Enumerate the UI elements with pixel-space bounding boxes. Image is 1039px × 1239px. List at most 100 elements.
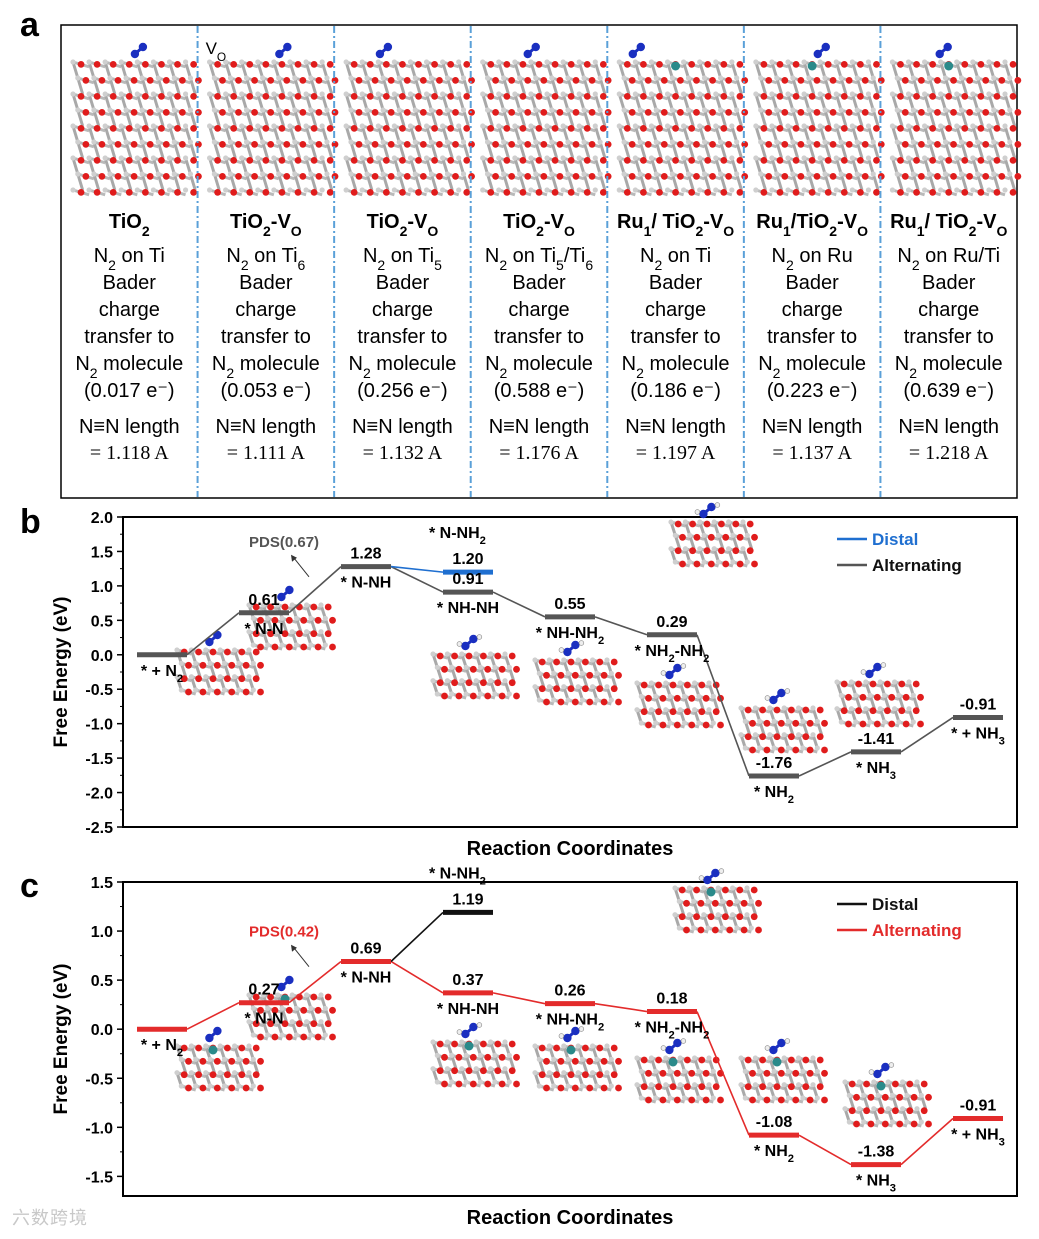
crystal-structure-7 [889, 42, 1022, 197]
pds-label: PDS(0.67) [249, 534, 319, 551]
crystal-structure-1 [70, 42, 202, 197]
energy-value-label: -1.41 [858, 731, 895, 748]
bader-text: charge [782, 299, 843, 321]
energy-value-label: -1.76 [756, 755, 793, 772]
state-name: * NH2 [754, 1143, 794, 1165]
structure-title: TiO2-VO [230, 211, 302, 239]
pds-arrowhead [291, 944, 297, 952]
alternating-connector [798, 751, 852, 777]
alternating-connector [390, 960, 444, 994]
energy-value-label: 0.91 [452, 571, 483, 588]
charge-value: (0.186 e⁻) [630, 380, 721, 402]
state-name: * + NH3 [951, 1126, 1005, 1148]
distal-state-name: * N-NH2 [429, 525, 486, 547]
energy-value-label: 0.26 [554, 983, 585, 1000]
pds-label: PDS(0.42) [249, 924, 319, 941]
intermediate-structure [834, 662, 924, 728]
intermediate-structure [532, 1026, 622, 1092]
alternating-connector [288, 566, 342, 614]
distal-connector [390, 911, 444, 963]
bader-text: Bader [376, 272, 430, 294]
charge-value: (0.588 e⁻) [494, 380, 585, 402]
bond-length-value: = 1.176 A [499, 442, 579, 464]
state-name: * NH2 [754, 784, 794, 806]
bader-text: transfer to [494, 326, 584, 348]
bader-text: transfer to [631, 326, 721, 348]
molecule-text: N2 molecule [348, 353, 456, 381]
bond-length-label: N≡N length [216, 416, 317, 438]
alternating-connector [492, 992, 546, 1005]
energy-value-label: 0.29 [656, 614, 687, 631]
panel-b-letter: b [20, 503, 41, 541]
watermark: 六数跨境 [12, 1208, 88, 1229]
distal-connector [390, 565, 444, 573]
intermediate-structure [430, 1022, 520, 1088]
bader-text: charge [235, 299, 296, 321]
distal-state-name: * N-NH2 [429, 865, 486, 887]
y-tick-label: 0.0 [91, 648, 113, 665]
y-tick-label: 0.5 [91, 973, 113, 990]
y-tick-label: -1.0 [85, 1120, 113, 1137]
adsorption-site: N2 on Ru [772, 245, 853, 273]
pds-arrow [292, 556, 310, 578]
x-axis-label: Reaction Coordinates [467, 838, 674, 860]
state-name: * NH-NH [437, 600, 499, 617]
molecule-text: N2 molecule [895, 353, 1003, 381]
charge-value: (0.639 e⁻) [903, 380, 994, 402]
y-tick-label: -1.5 [85, 751, 113, 768]
intermediate-structure [174, 630, 264, 696]
y-tick-label: 1.0 [91, 924, 113, 941]
energy-value-label: -0.91 [960, 696, 997, 713]
y-tick-label: 1.0 [91, 579, 113, 596]
y-axis-label: Free Energy (eV) [51, 597, 72, 748]
bader-text: transfer to [904, 326, 994, 348]
structure-title: TiO2-VO [503, 211, 575, 239]
y-tick-label: -1.5 [85, 1169, 113, 1186]
energy-value-label: 0.18 [656, 991, 687, 1008]
alternating-connector [798, 1134, 852, 1166]
y-axis-label: Free Energy (eV) [51, 964, 72, 1115]
bader-text: charge [918, 299, 979, 321]
legend-label: Alternating [872, 921, 962, 940]
legend-label: Distal [872, 530, 918, 549]
energy-value-label: -1.38 [858, 1144, 895, 1161]
state-name: * + N2 [141, 663, 183, 685]
bader-text: charge [508, 299, 569, 321]
adsorption-site: N2 on Ti [640, 245, 711, 273]
alternating-connector [696, 634, 750, 777]
bader-text: charge [99, 299, 160, 321]
bader-text: Bader [103, 272, 157, 294]
energy-value-label: 0.27 [248, 982, 279, 999]
molecule-text: N2 molecule [75, 353, 183, 381]
intermediate-structure [672, 868, 762, 934]
alternating-connector [696, 1011, 750, 1136]
energy-value-label: 0.69 [350, 940, 381, 957]
intermediate-structure [634, 663, 724, 729]
bond-length-value: = 1.111 A [227, 442, 306, 464]
bond-length-label: N≡N length [762, 416, 863, 438]
energy-value-label: 0.55 [554, 596, 585, 613]
bader-text: Bader [649, 272, 703, 294]
adsorption-site: N2 on Ru/Ti [897, 245, 1000, 273]
state-name: * N-N [244, 621, 283, 638]
molecule-text: N2 molecule [758, 353, 866, 381]
structure-title: Ru1/ TiO2-VO [617, 211, 734, 239]
intermediate-structure [246, 585, 336, 651]
charge-value: (0.223 e⁻) [767, 380, 858, 402]
panel-b-chart: 2.0 1.5 1.0 0.5 0.0 -0.5 -1.0 -1.5 -2.0 -2.5 Free … [51, 502, 1018, 860]
distal-value-label: 1.20 [452, 551, 483, 568]
bader-text: charge [372, 299, 433, 321]
crystal-structure-4 [480, 42, 612, 197]
bader-text: Bader [512, 272, 566, 294]
state-name: * N-N [244, 1011, 283, 1028]
state-name: * NH-NH [437, 1001, 499, 1018]
intermediate-structure [430, 634, 520, 700]
intermediate-structure [842, 1062, 932, 1128]
panel-c-letter: c [20, 867, 39, 905]
state-name: * + N2 [141, 1037, 183, 1059]
bader-text: transfer to [84, 326, 174, 348]
